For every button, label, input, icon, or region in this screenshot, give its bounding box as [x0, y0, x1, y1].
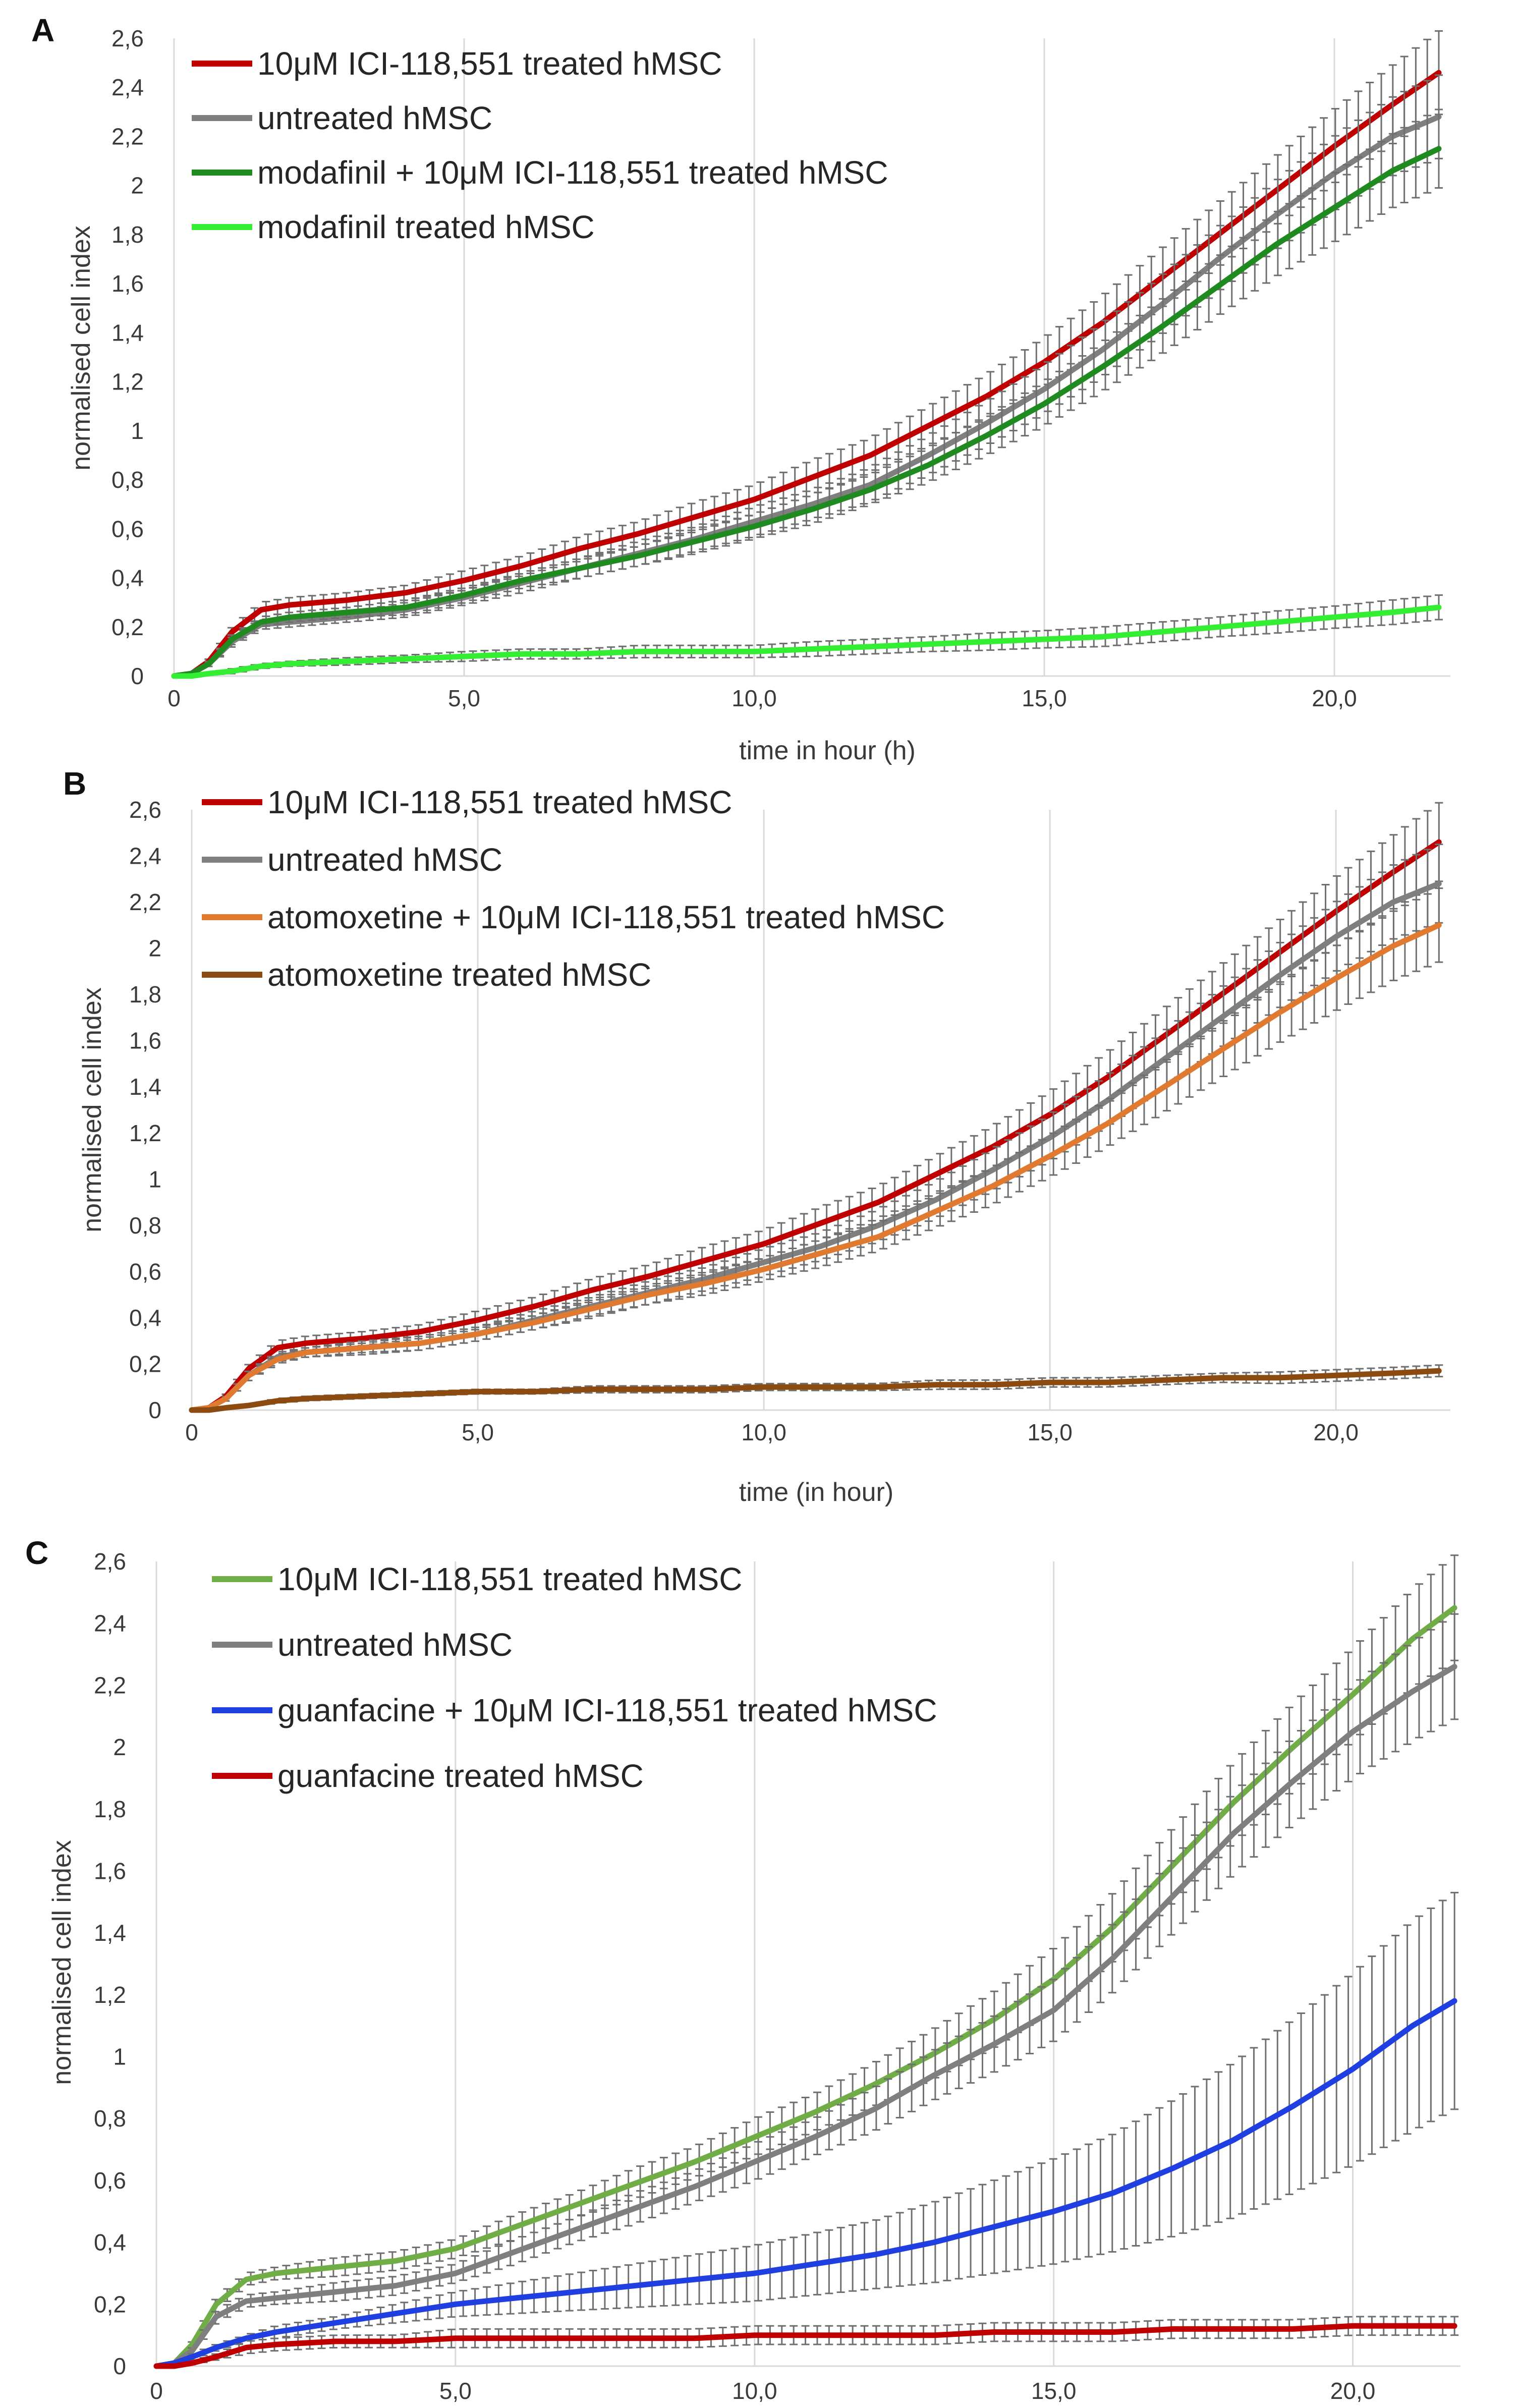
series-3 [153, 2316, 1459, 2369]
y-tick-label: 1,6 [94, 1858, 126, 1884]
x-tick-label: 15,0 [1022, 685, 1067, 711]
y-tick-label: 1,6 [129, 1028, 161, 1054]
x-axis-label: time (in hour) [739, 1478, 893, 1507]
y-tick-label: 1,8 [94, 1796, 126, 1822]
y-tick-label: 0,4 [94, 2229, 126, 2256]
legend-label: guanfacine treated hMSC [277, 1758, 644, 1794]
y-tick-label: 2,2 [111, 123, 144, 149]
x-tick-label: 5,0 [462, 1419, 494, 1445]
y-tick-label: 0 [131, 663, 144, 689]
series-2 [189, 887, 1443, 1413]
panel-letter: C [25, 1535, 48, 1571]
x-tick-label: 20,0 [1312, 685, 1357, 711]
series-1 [153, 1613, 1459, 2369]
panel-b: B normalised cell index time (in hour) 0… [63, 765, 1450, 1507]
y-tick-label: 2,4 [111, 74, 144, 100]
y-tick-label: 1 [113, 2044, 126, 2070]
y-tick-label: 1,8 [111, 221, 144, 248]
y-tick-label: 0 [148, 1397, 161, 1423]
x-tick-label: 15,0 [1031, 2378, 1077, 2404]
y-tick-label: 0,8 [111, 467, 144, 493]
y-tick-label: 0,4 [111, 565, 144, 591]
y-tick-label: 2,6 [111, 25, 144, 51]
series-line [153, 1664, 1457, 2369]
legend-label: 10μM ICI-118,551 treated hMSC [257, 45, 722, 82]
y-tick-label: 1,2 [111, 369, 144, 395]
legend-label: modafinil + 10μM ICI-118,551 treated hMS… [257, 154, 888, 191]
y-tick-label: 1,2 [94, 1982, 126, 2008]
series-3 [171, 594, 1443, 679]
legend-label: guanfacine + 10μM ICI-118,551 treated hM… [277, 1692, 937, 1728]
panel-letter: B [63, 765, 86, 802]
legend-label: atomoxetine treated hMSC [267, 957, 651, 993]
y-tick-label: 2,2 [94, 1672, 126, 1698]
y-tick-label: 1 [148, 1166, 161, 1192]
series-line [153, 2323, 1457, 2369]
y-tick-label: 0,8 [94, 2105, 126, 2132]
y-tick-label: 0,4 [129, 1305, 161, 1331]
y-tick-label: 0,6 [129, 1258, 161, 1284]
y-tick-label: 1,2 [129, 1120, 161, 1146]
y-tick-label: 1,4 [129, 1074, 161, 1100]
x-tick-label: 10,0 [741, 1419, 786, 1445]
y-tick-label: 2,2 [129, 889, 161, 915]
legend-label: 10μM ICI-118,551 treated hMSC [267, 784, 732, 820]
y-tick-label: 2,6 [94, 1548, 126, 1575]
panel-a: A normalised cell index time in hour (h)… [31, 12, 1450, 765]
y-tick-label: 2,4 [94, 1610, 126, 1637]
legend-label: untreated hMSC [267, 842, 502, 878]
x-tick-label: 10,0 [732, 2378, 777, 2404]
y-tick-label: 0,2 [129, 1351, 161, 1377]
legend-label: modafinil treated hMSC [257, 209, 595, 245]
y-tick-label: 0 [113, 2353, 126, 2379]
x-tick-label: 20,0 [1313, 1419, 1359, 1445]
series-3 [189, 1364, 1443, 1413]
x-tick-label: 15,0 [1027, 1419, 1073, 1445]
series-line [153, 1605, 1457, 2369]
x-tick-label: 20,0 [1330, 2378, 1376, 2404]
y-axis-label: normalised cell index [78, 987, 107, 1233]
legend-label: untreated hMSC [257, 100, 492, 136]
x-tick-label: 5,0 [448, 685, 480, 711]
x-tick-label: 0 [185, 1419, 198, 1445]
series-line [189, 922, 1442, 1413]
series-line [153, 1998, 1457, 2369]
legend-label: untreated hMSC [277, 1627, 513, 1663]
y-tick-label: 1 [131, 418, 144, 444]
y-tick-label: 0,2 [111, 614, 144, 640]
y-axis-label: normalised cell index [67, 226, 96, 471]
x-tick-label: 5,0 [439, 2378, 472, 2404]
panel-letter: A [31, 12, 54, 48]
series-line [171, 604, 1442, 679]
panel-c: C normalised cell index 0 5,0 10,0 15,0 20,0… [25, 1535, 1460, 2404]
y-tick-label: 1,8 [129, 981, 161, 1007]
series-line [171, 146, 1442, 679]
y-tick-label: 0,6 [111, 516, 144, 542]
legend-label: atomoxetine + 10μM ICI-118,551 treated h… [267, 899, 945, 935]
series-line [189, 1368, 1442, 1413]
series-2 [153, 1891, 1459, 2369]
y-tick-label: 2 [131, 173, 144, 199]
y-tick-label: 2,4 [129, 843, 161, 869]
x-tick-label: 10,0 [732, 685, 777, 711]
y-tick-label: 0,2 [94, 2291, 126, 2317]
y-tick-label: 2 [148, 935, 161, 962]
y-tick-label: 1,6 [111, 270, 144, 297]
x-tick-label: 0 [167, 685, 181, 711]
y-tick-label: 2 [113, 1734, 126, 1760]
y-tick-label: 0,8 [129, 1212, 161, 1239]
y-tick-label: 2,6 [129, 797, 161, 823]
legend-label: 10μM ICI-118,551 treated hMSC [277, 1561, 742, 1597]
y-tick-label: 1,4 [94, 1920, 126, 1946]
series-2 [171, 108, 1443, 679]
y-axis-label: normalised cell index [47, 1840, 77, 2085]
y-tick-label: 1,4 [111, 319, 144, 346]
x-axis-label: time in hour (h) [739, 736, 916, 765]
x-tick-label: 0 [150, 2378, 163, 2404]
y-tick-label: 0,6 [94, 2167, 126, 2194]
